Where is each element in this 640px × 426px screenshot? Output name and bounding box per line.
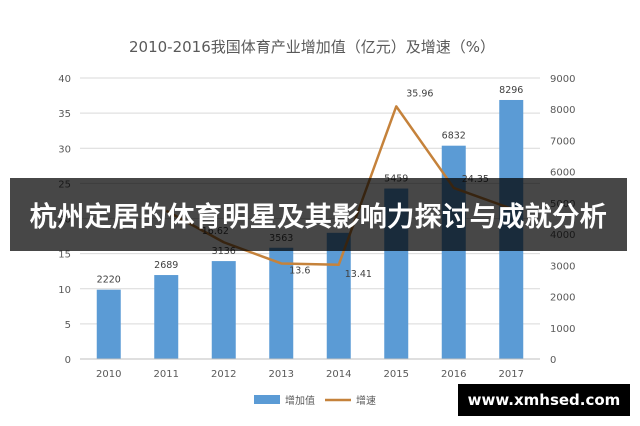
legend-label: 增速 — [356, 394, 376, 407]
y-right-tick-label: 3000 — [550, 261, 575, 272]
y-right-tick-label: 0 — [550, 355, 556, 366]
bar-value-label: 2220 — [97, 275, 121, 286]
x-tick-label: 2011 — [154, 369, 179, 380]
bar — [154, 275, 179, 359]
x-tick-label: 2016 — [441, 369, 466, 380]
bar — [326, 232, 351, 359]
line-value-label: 13.6 — [289, 265, 310, 276]
x-tick-label: 2015 — [384, 369, 409, 380]
bar — [96, 289, 121, 359]
y-right-tick-label: 1000 — [550, 324, 575, 335]
watermark-text: www.xmhsed.com — [467, 391, 621, 409]
line-value-label: 13.41 — [345, 269, 372, 280]
bar-value-label: 8296 — [499, 85, 523, 96]
legend-label: 增加值 — [285, 394, 315, 407]
watermark: www.xmhsed.com — [458, 384, 630, 416]
line-value-label: 35.96 — [406, 88, 433, 99]
x-tick-label: 2017 — [499, 369, 524, 380]
y-right-tick-label: 9000 — [550, 74, 575, 85]
y-left-tick-label: 10 — [58, 285, 71, 296]
y-right-tick-label: 6000 — [550, 168, 575, 179]
headline-text: 杭州定居的体育明星及其影响力探讨与成就分析 — [29, 202, 608, 233]
bar-value-label: 2689 — [154, 260, 178, 271]
x-tick-label: 2010 — [96, 369, 121, 380]
x-tick-label: 2013 — [269, 369, 294, 380]
y-right-tick-label: 7000 — [550, 136, 575, 147]
headline-banner: 杭州定居的体育明星及其影响力探讨与成就分析 — [10, 178, 627, 251]
y-right-tick-label: 2000 — [550, 293, 575, 304]
y-left-tick-label: 15 — [58, 250, 71, 261]
y-right-tick-label: 8000 — [550, 105, 575, 116]
y-left-tick-label: 30 — [58, 144, 71, 155]
y-left-tick-label: 5 — [65, 320, 71, 331]
bar — [211, 261, 236, 359]
y-left-tick-label: 40 — [58, 74, 71, 85]
bar-value-label: 3136 — [212, 246, 236, 257]
y-left-tick-label: 35 — [58, 109, 71, 120]
y-left-tick-label: 0 — [65, 355, 71, 366]
chart-title: 2010-2016我国体育产业增加值（亿元）及增速（%） — [129, 38, 495, 56]
legend-swatch-bar — [254, 395, 280, 404]
bar-value-label: 6832 — [442, 131, 466, 142]
x-tick-label: 2014 — [326, 369, 351, 380]
x-tick-label: 2012 — [211, 369, 236, 380]
bar — [269, 247, 294, 359]
